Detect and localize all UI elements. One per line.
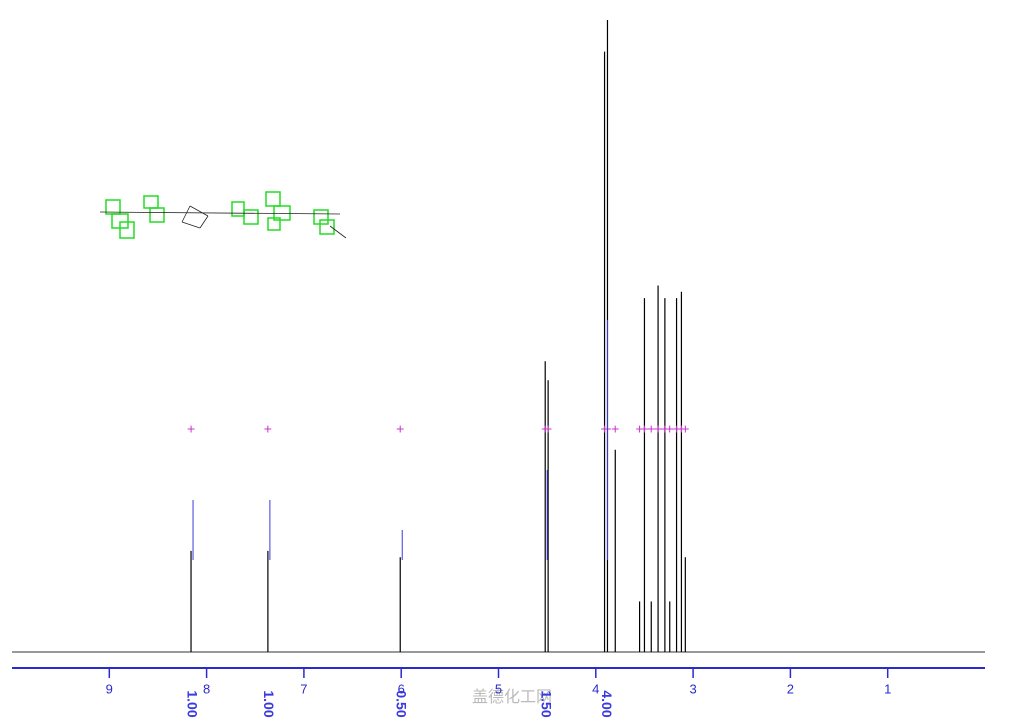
peak-marker: + bbox=[666, 421, 674, 437]
peak-marker: + bbox=[187, 421, 195, 437]
watermark: 盖德化工网 bbox=[472, 688, 552, 706]
x-tick-label: 9 bbox=[106, 681, 113, 696]
peak-marker: + bbox=[541, 421, 549, 437]
peak-marker: + bbox=[672, 421, 680, 437]
peak-marker: + bbox=[600, 421, 608, 437]
peak-marker: + bbox=[647, 421, 655, 437]
integral-label: 1.00 bbox=[184, 690, 200, 717]
integral-label: 4.00 bbox=[599, 690, 615, 717]
integral-label: 0.50 bbox=[394, 690, 410, 717]
x-tick-label: 5 bbox=[495, 681, 502, 696]
x-tick-label: 3 bbox=[689, 681, 696, 696]
peak-marker: + bbox=[661, 421, 669, 437]
x-tick-label: 4 bbox=[592, 681, 599, 696]
peak-marker: + bbox=[654, 421, 662, 437]
x-tick-label: 2 bbox=[787, 681, 794, 696]
peak-marker: + bbox=[681, 421, 689, 437]
x-tick-label: 8 bbox=[203, 681, 210, 696]
peak-marker: + bbox=[677, 421, 685, 437]
peak-marker: + bbox=[264, 421, 272, 437]
x-tick-label: 6 bbox=[398, 681, 405, 696]
molecule-structure bbox=[99, 191, 347, 239]
integral-label: 1.00 bbox=[261, 690, 277, 717]
integral-label: 1.50 bbox=[539, 690, 555, 717]
peak-marker: + bbox=[640, 421, 648, 437]
peak-marker: + bbox=[544, 421, 552, 437]
peak-marker: + bbox=[635, 421, 643, 437]
x-tick-label: 7 bbox=[300, 681, 307, 696]
x-tick-label: 1 bbox=[884, 681, 891, 696]
peak-marker: + bbox=[396, 421, 404, 437]
peak-marker: + bbox=[611, 421, 619, 437]
